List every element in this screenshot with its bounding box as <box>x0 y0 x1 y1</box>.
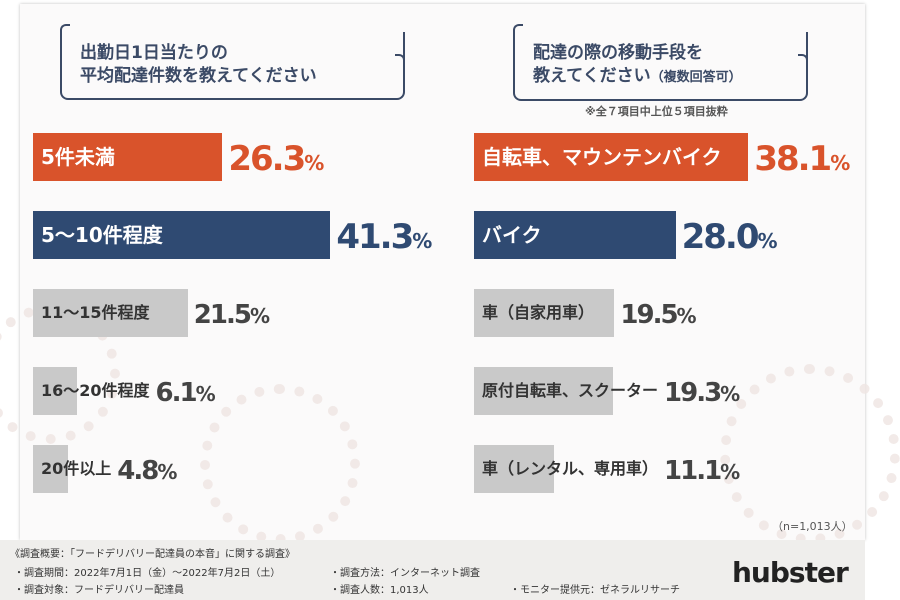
chart-note: ※全７項目中上位５項目抜粋 <box>585 105 728 118</box>
data-label: 11.1% <box>664 456 741 486</box>
bar <box>33 445 68 493</box>
data-label: 21.5% <box>193 300 270 330</box>
title-line: 平均配達件数を教えてください <box>80 66 317 86</box>
data-label: 26.3% <box>228 139 325 179</box>
decoration <box>720 364 900 544</box>
hubster-logo: hubster <box>732 556 849 589</box>
data-label: 19.5% <box>620 300 697 330</box>
bar <box>474 367 613 415</box>
bar <box>474 289 615 337</box>
bar-label: 車（レンタル、専用車） <box>482 459 659 478</box>
data-label: 28.0% <box>681 217 778 257</box>
bar-label: 5件未満 <box>41 145 115 169</box>
data-label: 19.3% <box>664 378 741 408</box>
left-chart-title: 出勤日1日当たりの 平均配達件数を教えてください <box>60 24 405 100</box>
bar <box>474 133 749 181</box>
title-line: 教えてください <box>533 66 651 86</box>
bar <box>474 445 554 493</box>
bar-label: 16〜20件程度 <box>41 381 150 400</box>
bar-label: 自転車、マウンテンバイク <box>482 145 722 169</box>
bar <box>33 133 223 181</box>
bar-label: 原付自転車、スクーター <box>482 381 659 400</box>
survey-count: ・調査人数：1,013人 <box>330 585 429 596</box>
sample-size: （n=1,013人） <box>772 520 853 533</box>
footer <box>0 540 865 600</box>
title-line: 配達の際の移動手段を <box>533 43 703 63</box>
bar-label: バイク <box>482 223 542 247</box>
bar <box>33 289 188 337</box>
data-label: 6.1% <box>155 378 216 408</box>
data-label: 38.1% <box>754 139 851 179</box>
survey-target: ・調査対象：フードデリバリー配達員 <box>14 585 184 596</box>
bar-label: 5〜10件程度 <box>41 223 163 247</box>
right-chart-title: 配達の際の移動手段を 教えてください（複数回答可） <box>513 24 808 101</box>
bar <box>33 367 77 415</box>
bar-label: 20件以上 <box>41 459 112 478</box>
title-line: 出勤日1日当たりの <box>80 43 228 63</box>
bar-label: 11〜15件程度 <box>41 303 150 322</box>
survey-title: 《調査概要：「フードデリバリー配達員の本音」に関する調査》 <box>10 549 295 560</box>
decoration <box>200 384 360 544</box>
infographic-card <box>0 4 900 544</box>
survey-period: ・調査期間：2022年7月1日（金）〜2022年7月2日（土） <box>14 568 281 579</box>
survey-provider: ・モニター提供元：ゼネラルリサーチ <box>510 585 680 596</box>
survey-method: ・調査方法：インターネット調査 <box>330 568 480 579</box>
bar <box>33 211 331 259</box>
data-label: 41.3% <box>336 217 433 257</box>
bar-label: 車（自家用車） <box>482 303 595 322</box>
title-suffix: （複数回答可） <box>650 70 742 85</box>
bar <box>474 211 676 259</box>
data-label: 4.8% <box>117 456 178 486</box>
